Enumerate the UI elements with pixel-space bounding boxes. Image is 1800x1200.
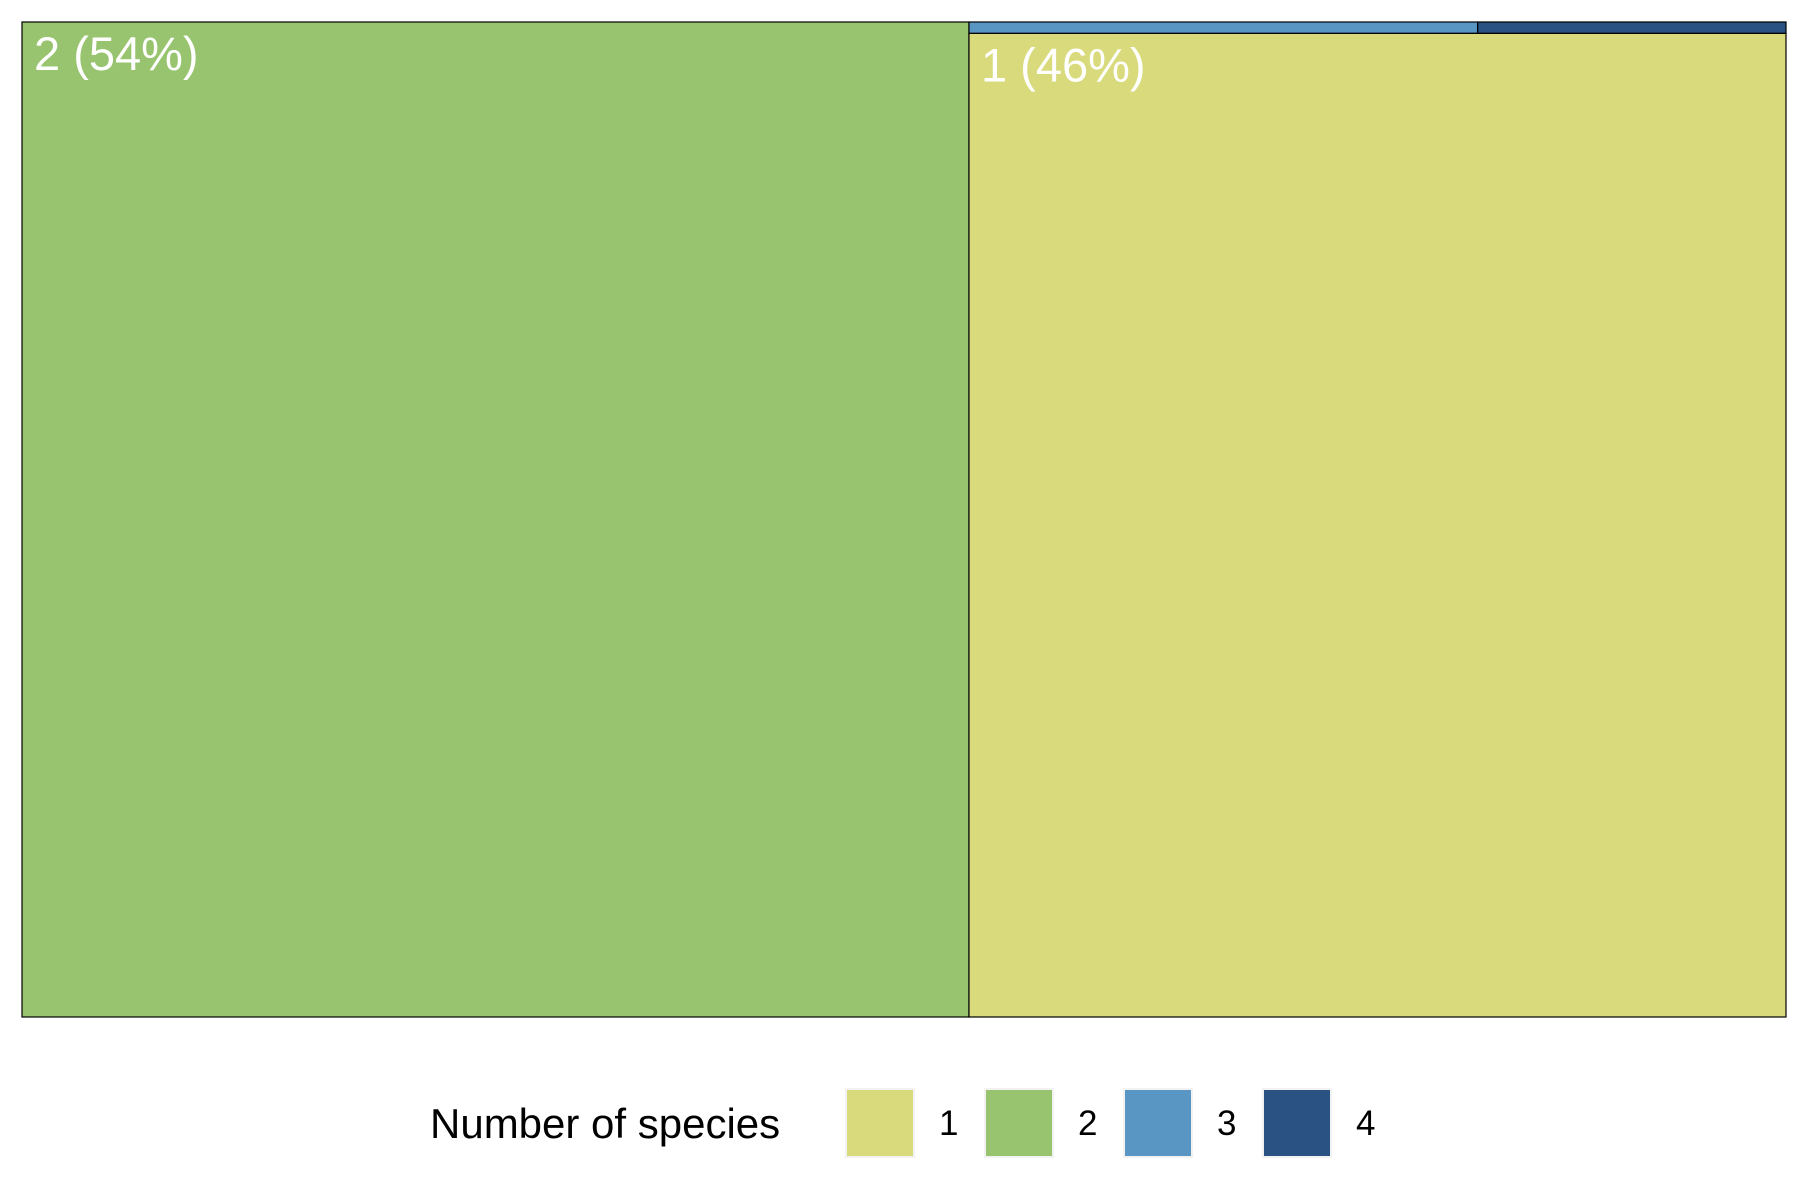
legend-label-3: 3	[1217, 1104, 1236, 1143]
legend: Number of species 1 2 3 4	[430, 1088, 1375, 1158]
legend-swatch-4	[1264, 1090, 1330, 1156]
legend-swatch-1	[847, 1090, 913, 1156]
legend-label-4: 4	[1356, 1104, 1375, 1143]
tile-label-1: 1 (46%)	[981, 38, 1146, 91]
tile-2	[21, 21, 970, 1018]
legend-swatch-2	[986, 1090, 1052, 1156]
treemap-tile-labels: 2 (54%) 1 (46%)	[34, 27, 1146, 91]
legend-items: 1 2 3 4	[845, 1088, 1375, 1158]
tile-label-2: 2 (54%)	[34, 27, 199, 80]
legend-label-2: 2	[1078, 1104, 1097, 1143]
legend-label-1: 1	[939, 1104, 958, 1143]
treemap-tiles	[21, 21, 1787, 1018]
tile-3	[968, 21, 1479, 34]
tile-1	[968, 32, 1787, 1018]
legend-title: Number of species	[430, 1100, 780, 1147]
tile-4	[1477, 21, 1787, 34]
legend-swatch-3	[1125, 1090, 1191, 1156]
